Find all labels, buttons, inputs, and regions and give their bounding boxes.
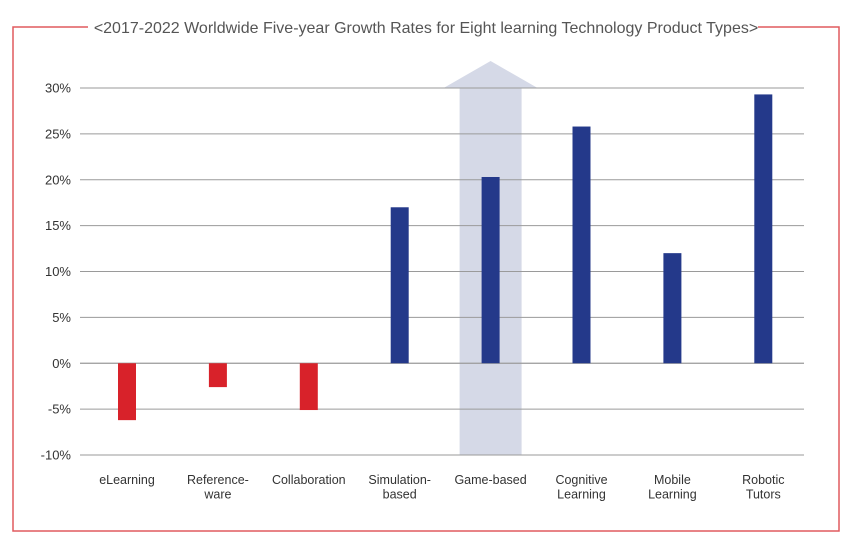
x-tick-label-line: eLearning	[99, 473, 155, 487]
bar	[663, 253, 682, 364]
y-axis-ticks: 30% 25% 20% 15% 10% 5% 0% -5% -10%	[41, 81, 72, 463]
x-tick-label-line: ware	[203, 488, 231, 502]
title-background	[88, 16, 758, 38]
x-tick-label-line: Robotic	[742, 473, 784, 487]
y-tick-label: 25%	[45, 126, 71, 141]
bar	[118, 363, 136, 421]
x-tick-label: Cognitive Learning	[555, 473, 607, 502]
y-tick-label: 20%	[45, 172, 71, 187]
x-tick-label: Game-based	[454, 473, 526, 487]
y-tick-label: 30%	[45, 81, 71, 96]
y-tick-label: 0%	[52, 356, 71, 371]
x-tick-label-line: Reference-	[187, 473, 249, 487]
x-tick-label-line: based	[383, 488, 417, 502]
x-tick-label: eLearning	[99, 473, 155, 487]
x-tick-label-line: Learning	[648, 488, 697, 502]
bar	[481, 176, 500, 364]
grid-layer	[80, 87, 804, 456]
x-tick-label: Mobile Learning	[648, 473, 697, 502]
bar	[754, 94, 773, 364]
y-tick-label: 15%	[45, 218, 71, 233]
y-tick-label: 5%	[52, 310, 71, 325]
x-tick-label-line: Learning	[557, 488, 606, 502]
bar	[390, 207, 409, 364]
x-tick-label: Reference-ware	[187, 473, 249, 502]
x-axis-labels: eLearning Reference-ware Collaboration Simu…	[99, 473, 784, 502]
x-tick-label: Robotic Tutors	[742, 473, 784, 502]
x-tick-label-line: Game-based	[454, 473, 526, 487]
bar-layer	[118, 94, 773, 421]
x-tick-label-line: Collaboration	[272, 473, 346, 487]
y-tick-label: -5%	[48, 402, 72, 417]
x-tick-label: Collaboration	[272, 473, 346, 487]
x-tick-label-line: Cognitive	[555, 473, 607, 487]
chart-title: <2017-2022 Worldwide Five-year Growth Ra…	[94, 20, 758, 37]
y-tick-label: -10%	[41, 448, 72, 463]
y-tick-label: 10%	[45, 264, 71, 279]
x-tick-label-line: Mobile	[654, 473, 691, 487]
x-tick-label-line: Tutors	[746, 488, 781, 502]
x-tick-label-line: Simulation-	[368, 473, 431, 487]
bar	[572, 126, 591, 364]
x-tick-label: Simulation-based	[368, 473, 431, 502]
bar	[299, 363, 318, 411]
bar	[208, 363, 227, 388]
